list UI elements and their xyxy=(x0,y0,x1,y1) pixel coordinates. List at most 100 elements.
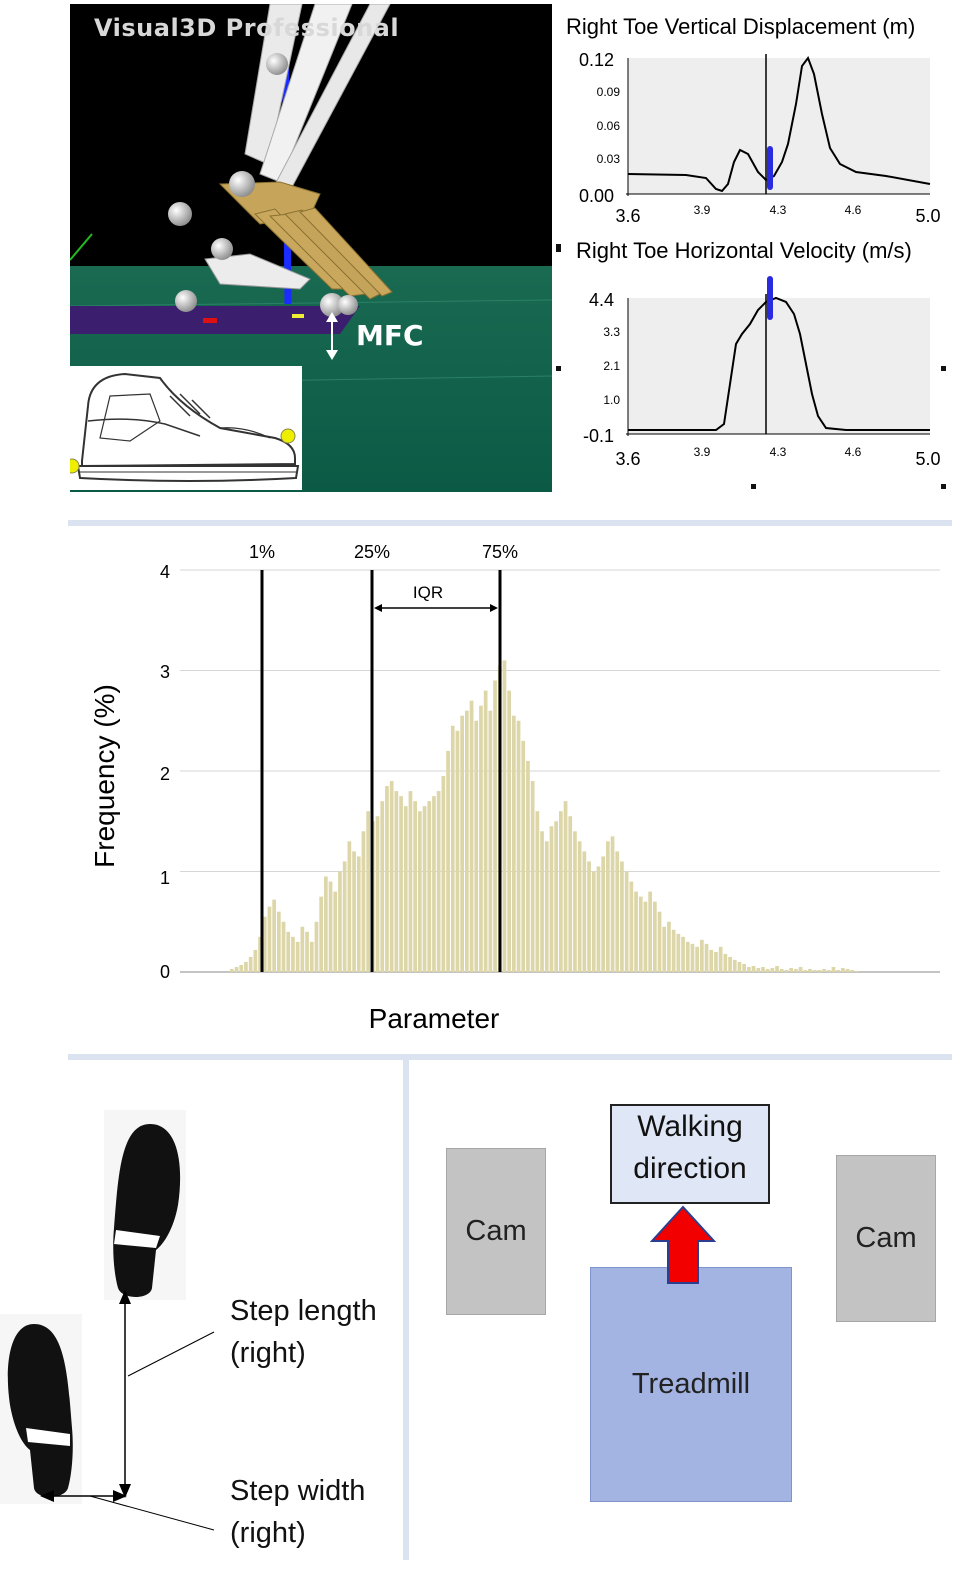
histogram-y-ticks: 4 3 2 1 0 xyxy=(160,562,170,982)
histogram-bar xyxy=(305,931,309,972)
histogram-bar xyxy=(474,720,479,972)
histogram-bar xyxy=(620,861,624,972)
histogram-bar xyxy=(704,943,709,972)
velocity-x-ticks: 3.6 3.9 4.3 4.6 5.0 xyxy=(615,445,940,469)
x-tick: 3.9 xyxy=(694,203,711,217)
histogram-bar xyxy=(826,969,831,972)
histogram-bar xyxy=(286,931,291,972)
y-tick: 0.00 xyxy=(579,186,614,206)
histogram-bar xyxy=(549,826,554,972)
histogram-bar xyxy=(784,969,789,972)
step-width-label: Step width (right) xyxy=(230,1475,366,1549)
histogram-bar xyxy=(803,969,808,972)
histogram-bar xyxy=(234,966,239,972)
histogram-bar xyxy=(681,936,685,972)
camera-right: Cam xyxy=(836,1155,936,1322)
software-title: Visual3D Professional xyxy=(94,14,400,42)
histogram-bar xyxy=(794,968,798,972)
histogram-bar xyxy=(591,871,596,972)
histogram-bar xyxy=(361,831,366,972)
histogram-bar xyxy=(432,796,436,972)
gait-diagram xyxy=(0,1110,215,1531)
y-tick: 0.09 xyxy=(597,85,621,99)
histogram-bar xyxy=(709,949,714,972)
histogram-bar xyxy=(690,943,695,972)
histogram-bar xyxy=(836,969,840,972)
histogram-bar xyxy=(812,969,817,972)
percentile-1-label: 1% xyxy=(249,542,275,562)
vertical-plot-area xyxy=(628,58,930,194)
histogram-bar xyxy=(582,851,587,972)
vertical-curve xyxy=(627,55,931,193)
histogram-bar xyxy=(817,969,822,972)
vertical-plot-title: Right Toe Vertical Displacement (m) xyxy=(566,14,916,39)
histogram-bar xyxy=(601,856,605,972)
histogram-bar xyxy=(262,916,267,972)
histogram-bar xyxy=(526,760,530,972)
histogram-bar xyxy=(535,811,540,972)
histogram-bar xyxy=(272,899,276,972)
time-cursor-marker[interactable] xyxy=(767,146,773,190)
histogram-bar xyxy=(606,841,610,972)
histogram-bar xyxy=(314,921,319,972)
mfc-label: MFC xyxy=(356,319,424,352)
histogram-bar xyxy=(643,901,648,972)
y-tick: -0.1 xyxy=(583,426,614,446)
histogram-bar xyxy=(850,969,855,972)
histogram-bar xyxy=(385,786,389,972)
histogram-bar xyxy=(258,936,262,972)
histogram-bar xyxy=(634,891,638,972)
histogram-bar xyxy=(610,836,615,972)
direction-arrow-icon xyxy=(650,1205,716,1284)
vertical-y-ticks: 0.12 0.09 0.06 0.03 0.00 xyxy=(579,50,620,206)
histogram-bar xyxy=(714,951,718,972)
histogram-bar xyxy=(831,966,836,972)
y-tick: 2.1 xyxy=(603,359,620,373)
separator xyxy=(68,520,952,526)
histogram-bar xyxy=(685,941,690,972)
iqr-label: IQR xyxy=(413,583,443,602)
x-tick: 5.0 xyxy=(915,449,940,469)
histogram-bar xyxy=(732,959,737,972)
histogram-bar xyxy=(248,956,253,972)
histogram-bar xyxy=(488,710,493,972)
histogram-bar xyxy=(441,776,446,972)
histogram-bar xyxy=(808,968,812,972)
separator xyxy=(403,1060,409,1560)
histogram-bar xyxy=(662,926,667,972)
skeleton-scene xyxy=(70,4,552,492)
histogram-bar xyxy=(366,811,370,972)
histogram-bar xyxy=(352,851,356,972)
histogram-bar xyxy=(789,967,793,972)
histogram-bar xyxy=(356,856,361,972)
histogram-bar xyxy=(530,781,535,972)
camera-left: Cam xyxy=(446,1148,546,1315)
histogram-bar xyxy=(469,700,474,972)
histogram-y-label: Frequency (%) xyxy=(89,684,120,868)
x-tick: 4.3 xyxy=(770,445,787,459)
histogram-bar xyxy=(563,801,568,972)
histogram-bar xyxy=(554,821,558,972)
histogram-bar xyxy=(291,936,295,972)
visual3d-viewport: Visual3D Professional MFC xyxy=(70,4,552,492)
histogram-bar xyxy=(756,967,761,972)
histogram-bar xyxy=(737,961,742,972)
y-tick: 4.4 xyxy=(589,290,614,310)
histogram-bar xyxy=(516,720,521,972)
histogram-bar xyxy=(394,791,399,972)
histogram-bar xyxy=(573,831,577,972)
histogram-bar xyxy=(295,941,300,972)
histogram-bar xyxy=(455,730,460,972)
histogram-bar xyxy=(403,806,408,972)
histogram-bar xyxy=(239,964,244,972)
histogram-bar xyxy=(638,896,643,972)
histogram-bar xyxy=(596,866,601,972)
histogram-bar xyxy=(770,967,775,972)
histogram-bars xyxy=(230,660,859,972)
histogram-bar xyxy=(568,816,573,972)
histogram-bar xyxy=(587,861,591,972)
histogram-bar xyxy=(324,876,328,972)
histogram-bar xyxy=(507,690,511,972)
x-tick: 3.9 xyxy=(694,445,711,459)
time-cursor-marker[interactable] xyxy=(767,276,773,320)
